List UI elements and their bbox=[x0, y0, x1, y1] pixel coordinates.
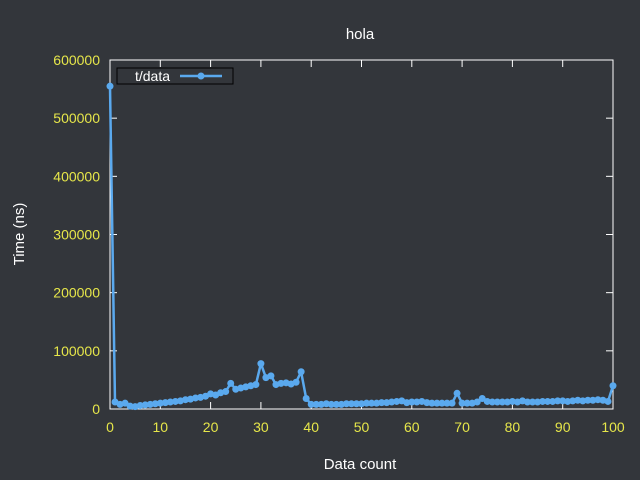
data-point bbox=[368, 399, 376, 407]
data-point bbox=[428, 399, 436, 407]
data-point bbox=[342, 400, 350, 408]
data-point bbox=[539, 397, 547, 405]
y-axis-label: Time (ns) bbox=[11, 203, 28, 266]
x-tick-label: 40 bbox=[303, 419, 319, 435]
data-point bbox=[448, 399, 456, 407]
legend: t/data bbox=[116, 67, 234, 85]
legend-box bbox=[116, 67, 234, 85]
data-point bbox=[529, 398, 537, 406]
data-point bbox=[332, 400, 340, 408]
data-point bbox=[312, 400, 320, 408]
data-point bbox=[408, 398, 416, 406]
x-tick-label: 80 bbox=[505, 419, 521, 435]
y-tick-label: 100000 bbox=[53, 343, 100, 359]
y-tick-label: 500000 bbox=[53, 110, 100, 126]
x-tick-label: 60 bbox=[404, 419, 420, 435]
data-point bbox=[307, 400, 315, 408]
data-point bbox=[222, 388, 230, 396]
data-point bbox=[302, 395, 310, 403]
data-point bbox=[257, 360, 265, 368]
legend-marker bbox=[197, 72, 205, 80]
data-point bbox=[443, 399, 451, 407]
y-tick-label: 200000 bbox=[53, 285, 100, 301]
data-point bbox=[106, 82, 114, 90]
data-point bbox=[267, 372, 275, 380]
chart-title: hola bbox=[346, 26, 375, 43]
y-tick-label: 300000 bbox=[53, 227, 100, 243]
x-tick-label: 20 bbox=[203, 419, 219, 435]
data-point bbox=[554, 397, 562, 405]
x-tick-label: 100 bbox=[601, 419, 625, 435]
data-point bbox=[493, 398, 501, 406]
data-point bbox=[488, 398, 496, 406]
data-point bbox=[363, 399, 371, 407]
plot-frame bbox=[109, 59, 614, 410]
y-axis: 0 100000 200000 300000 400000 500000 600000 bbox=[53, 52, 613, 417]
data-point bbox=[438, 399, 446, 407]
data-point bbox=[352, 400, 360, 408]
x-axis-label: Data count bbox=[324, 456, 397, 473]
data-point bbox=[523, 398, 531, 406]
data-point bbox=[327, 400, 335, 408]
data-point bbox=[252, 381, 260, 389]
data-point bbox=[227, 379, 235, 387]
data-point bbox=[604, 397, 612, 405]
series-line bbox=[108, 86, 615, 408]
data-point bbox=[458, 399, 466, 407]
data-point bbox=[498, 398, 506, 406]
x-tick-label: 50 bbox=[354, 419, 370, 435]
y-tick-label: 600000 bbox=[53, 52, 100, 68]
data-point bbox=[433, 399, 441, 407]
x-tick-label: 70 bbox=[454, 419, 470, 435]
data-point bbox=[297, 368, 305, 376]
data-point bbox=[584, 396, 592, 404]
x-tick-label: 90 bbox=[555, 419, 571, 435]
x-tick-label: 0 bbox=[106, 419, 114, 435]
series-t-data bbox=[106, 82, 617, 411]
data-point bbox=[463, 399, 471, 407]
data-point bbox=[473, 398, 481, 406]
data-point bbox=[378, 399, 386, 407]
data-point bbox=[347, 400, 355, 408]
x-tick-label: 30 bbox=[253, 419, 269, 435]
data-point bbox=[544, 397, 552, 405]
x-tick-label: 10 bbox=[153, 419, 169, 435]
data-point bbox=[453, 389, 461, 397]
y-tick-label: 0 bbox=[92, 401, 100, 417]
data-point bbox=[292, 378, 300, 386]
legend-label: t/data bbox=[135, 68, 170, 84]
x-axis: 0 10 20 30 40 50 60 70 80 90 100 bbox=[106, 60, 625, 435]
y-tick-label: 400000 bbox=[53, 168, 100, 184]
data-point bbox=[609, 382, 617, 390]
